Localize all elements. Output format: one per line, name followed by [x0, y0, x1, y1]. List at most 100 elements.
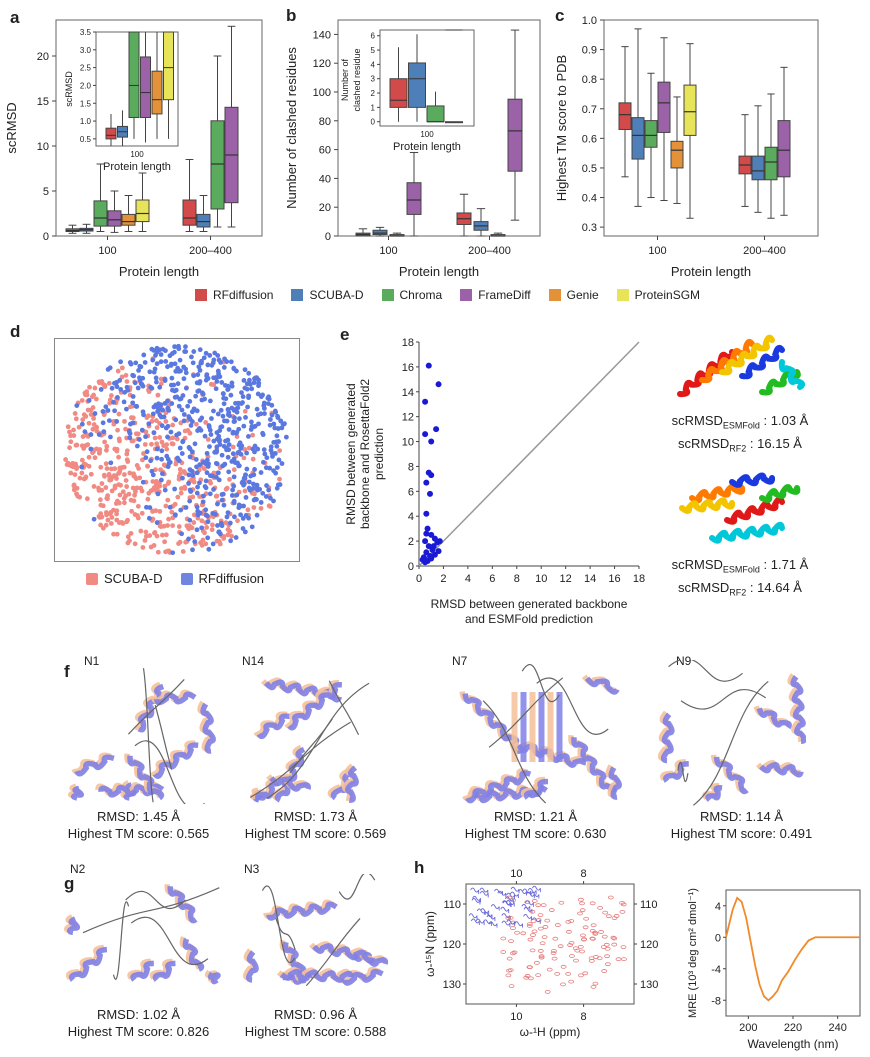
tsne-point-rfdiffusion — [140, 479, 146, 485]
nmr-peak — [589, 901, 596, 906]
structure-n7-image — [459, 664, 622, 804]
tsne-point-scuba — [112, 466, 118, 472]
tsne-point-scuba — [150, 508, 156, 514]
tsne-point-rfdiffusion — [271, 498, 276, 504]
tsne-point-rfdiffusion — [214, 379, 220, 384]
tsne-point-scuba — [116, 411, 122, 417]
tsne-point-rfdiffusion — [211, 408, 216, 414]
panel-letter-d: d — [10, 322, 21, 341]
tsne-point-rfdiffusion — [206, 461, 211, 467]
tsne-point-rfdiffusion — [158, 414, 164, 420]
tsne-point-scuba — [140, 457, 145, 463]
loop — [130, 916, 209, 966]
f-item-1-name: N14 — [242, 654, 265, 668]
tsne-point-rfdiffusion — [154, 361, 160, 367]
tsne-point-rfdiffusion — [127, 435, 133, 441]
tsne-point-rfdiffusion — [279, 425, 285, 431]
tsne-point-scuba — [250, 456, 256, 462]
nmr-peak — [611, 916, 618, 920]
nmr-peak — [510, 951, 516, 956]
a-box-framediff — [107, 210, 122, 227]
tsne-point-rfdiffusion — [255, 412, 261, 418]
tsne-point-rfdiffusion — [243, 495, 249, 500]
struct-e1-caption: scRMSDESMFold : 1.03 Å scRMSDRF2 : 16.15… — [671, 413, 809, 454]
tsne-point-rfdiffusion — [224, 418, 230, 424]
tsne-point-rfdiffusion — [143, 455, 149, 461]
tsne-point-scuba — [96, 485, 101, 491]
legend-label-scuba-d: SCUBA-D — [309, 288, 364, 302]
f-item-0-caption: RMSD: 1.45 Å Highest TM score: 0.565 — [67, 809, 210, 841]
c-box-scuba-d — [751, 155, 765, 181]
nmr-peak — [529, 948, 536, 953]
tsne-point-rfdiffusion — [183, 385, 189, 391]
tsne-point-scuba — [267, 503, 273, 509]
legend-swatch-framediff — [460, 289, 473, 301]
tsne-point-rfdiffusion — [124, 406, 129, 412]
tsne-point-rfdiffusion — [222, 356, 227, 362]
tsne-point-scuba — [92, 385, 98, 391]
tsne-point-rfdiffusion — [212, 350, 218, 356]
tsne-point-rfdiffusion — [248, 473, 254, 479]
tsne-point-rfdiffusion — [205, 362, 211, 368]
legend-swatch-chroma — [381, 289, 394, 301]
tsne-point-rfdiffusion — [268, 417, 273, 422]
legend-swatch-proteinsgm — [616, 289, 629, 301]
tsne-point-rfdiffusion — [100, 420, 106, 426]
tsne-point-scuba — [242, 408, 248, 414]
c-ytick-label: 0.5 — [582, 163, 597, 175]
tsne-point-scuba — [190, 534, 196, 540]
tsne-point-rfdiffusion — [186, 481, 191, 486]
nmr-folded-peak — [531, 885, 541, 893]
tsne-point-rfdiffusion — [208, 432, 214, 437]
tsne-point-scuba — [242, 488, 248, 494]
tsne-point-rfdiffusion — [74, 403, 80, 408]
g-item-0-caption: RMSD: 1.02 Å Highest TM score: 0.826 — [67, 1007, 210, 1039]
nmr-peak — [544, 989, 551, 994]
tsne-point-rfdiffusion — [152, 366, 158, 372]
tsne-point-scuba — [90, 394, 95, 400]
nmr-peak — [505, 916, 512, 920]
tsne-point-scuba — [104, 466, 110, 471]
loop — [134, 740, 205, 804]
tsne-point-rfdiffusion — [263, 465, 269, 471]
tsne-point-rfdiffusion — [103, 404, 109, 410]
e-xtick-label: 4 — [465, 573, 471, 585]
tsne-point-scuba — [164, 442, 170, 448]
tsne-point-rfdiffusion — [88, 432, 94, 437]
tsne-point-rfdiffusion — [186, 536, 191, 542]
tsne-point-rfdiffusion — [240, 526, 246, 531]
nmr-peak — [590, 923, 597, 928]
tsne-point-rfdiffusion — [181, 376, 187, 382]
cd-line — [725, 896, 860, 1002]
tsne-point-scuba — [158, 524, 164, 530]
b-ytick-label: 60 — [319, 145, 331, 157]
c-ytick-label: 0.9 — [582, 45, 597, 57]
e-ytick-label: 8 — [408, 461, 414, 473]
tsne-point-scuba — [90, 405, 96, 410]
e-ylabel-1: RMSD between generated — [344, 383, 358, 524]
structure-n2-image — [63, 884, 221, 985]
tsne-point-scuba — [111, 507, 116, 513]
tsne-point-scuba — [200, 537, 206, 543]
tsne-point-rfdiffusion — [211, 438, 217, 444]
f-item-1-caption: RMSD: 1.73 Å Highest TM score: 0.569 — [244, 809, 387, 841]
tsne-point-scuba — [101, 472, 107, 478]
tsne-point-rfdiffusion — [241, 423, 247, 429]
tsne-point-rfdiffusion — [219, 497, 225, 503]
tsne-point-scuba — [139, 510, 145, 516]
tsne-point-scuba — [143, 533, 149, 539]
e-ytick-label: 16 — [402, 362, 414, 374]
nmr-folded-peak — [476, 908, 486, 915]
tsne-point-scuba — [86, 454, 92, 460]
tsne-point-rfdiffusion — [159, 423, 165, 429]
loop — [127, 679, 185, 735]
tsne-point-scuba — [157, 508, 163, 514]
nmr-folded-peak — [522, 888, 532, 895]
cd-ytick-label: -4 — [711, 964, 721, 976]
tsne-point-rfdiffusion — [236, 400, 241, 406]
tsne-point-rfdiffusion — [165, 434, 170, 440]
tsne-point-rfdiffusion — [197, 426, 202, 431]
a-box-chroma — [93, 200, 108, 227]
tsne-point-scuba — [93, 396, 99, 402]
tsne-point-scuba — [99, 481, 105, 486]
